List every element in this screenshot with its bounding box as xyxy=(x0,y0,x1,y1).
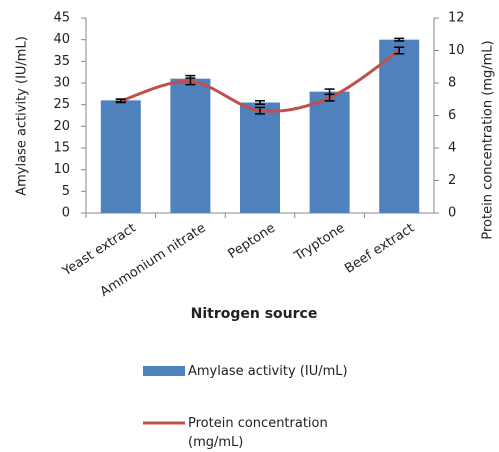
x-tick-label: Tryptone xyxy=(291,221,347,265)
y-tick-label: 0 xyxy=(62,206,70,221)
y-tick-label: 15 xyxy=(53,141,70,156)
y-axis-label: Amylase activity (IU/mL) xyxy=(15,36,30,196)
y2-tick-label: 12 xyxy=(448,11,465,26)
bar xyxy=(379,39,420,213)
error-bar xyxy=(394,37,405,42)
error-bar xyxy=(185,77,196,86)
bar xyxy=(309,91,350,213)
bar xyxy=(170,78,211,214)
y2-tick-label: 8 xyxy=(448,76,456,91)
x-tick-label: Beef extract xyxy=(342,221,417,277)
error-bar xyxy=(255,100,265,105)
y-tick-label: 10 xyxy=(53,162,70,177)
y-tick-label: 35 xyxy=(53,54,70,69)
x-tick-label: Peptone xyxy=(226,221,279,262)
y-tick-label: 5 xyxy=(62,184,70,199)
legend-label: Protein concentration (mg/mL) xyxy=(188,416,328,450)
y2-tick-label: 0 xyxy=(448,206,456,221)
y2-axis-label: Protein concentration (mg/mL) xyxy=(481,40,496,239)
error-bar xyxy=(394,46,405,55)
x-axis-label: Nitrogen source xyxy=(191,306,318,322)
bar xyxy=(240,102,280,213)
y-tick-label: 25 xyxy=(53,97,70,112)
y-tick-label: 45 xyxy=(53,11,70,26)
error-bar xyxy=(324,93,335,102)
y2-tick-label: 6 xyxy=(448,108,456,123)
y-tick-label: 20 xyxy=(53,119,70,134)
y-tick-label: 40 xyxy=(53,32,70,47)
bar xyxy=(100,100,141,213)
y2-tick-label: 2 xyxy=(448,173,456,188)
legend-label: Amylase activity (IU/mL) xyxy=(188,364,348,379)
y-tick-label: 30 xyxy=(53,76,70,91)
error-bar xyxy=(115,98,126,104)
y2-tick-label: 10 xyxy=(448,43,465,58)
legend-swatch xyxy=(143,366,185,376)
y2-tick-label: 4 xyxy=(448,141,456,156)
error-bar xyxy=(255,106,265,115)
